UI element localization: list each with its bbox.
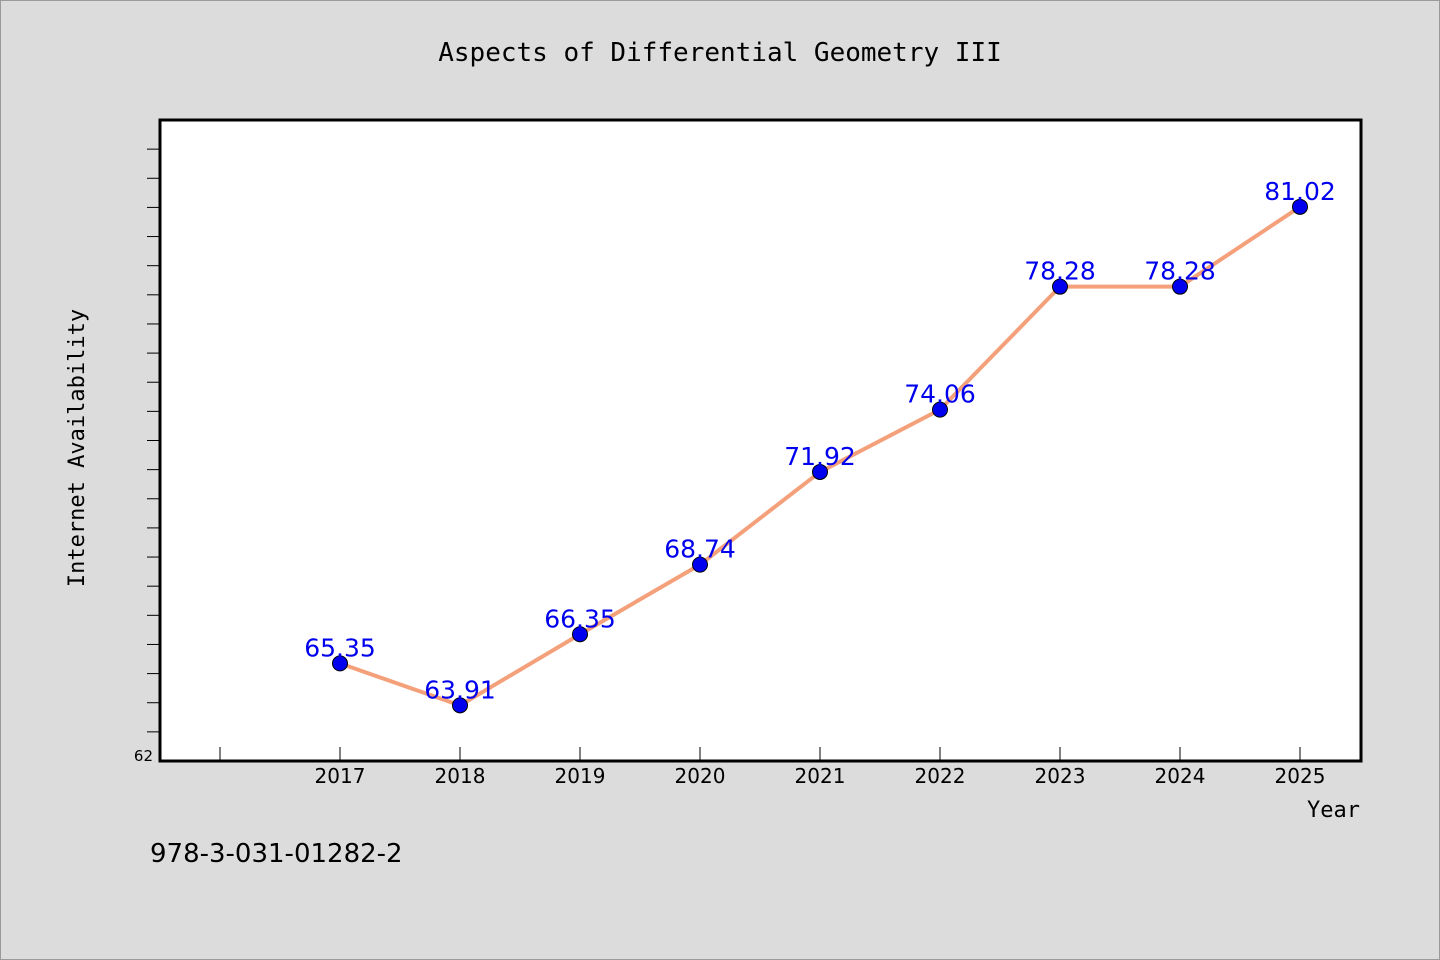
x-axis-tick-labels: 2017 2018 2019 2020 2021 2022 2023 2024 2025	[315, 764, 1326, 788]
plot-border	[158, 118, 1363, 763]
x-tick-label: 2017	[315, 764, 366, 788]
data-label: 63.91	[424, 675, 496, 704]
data-point	[572, 626, 588, 643]
data-point	[812, 463, 828, 480]
plot-area	[160, 120, 1361, 761]
data-point	[932, 401, 948, 418]
data-label: 65.35	[304, 633, 376, 662]
data-labels: 65.35 63.91 66.35 68.74 71.92 74.06 78.28 78.28…	[304, 177, 1336, 705]
data-label: 71.92	[784, 442, 856, 471]
y-axis-label: Internet Availability	[65, 309, 90, 587]
data-point	[692, 556, 708, 573]
x-tick-label: 2018	[435, 764, 486, 788]
x-tick-label: 2025	[1275, 764, 1326, 788]
isbn-label: 978-3-031-01282-2	[150, 839, 403, 869]
data-label: 78.28	[1144, 257, 1216, 286]
x-tick-label: 2019	[555, 764, 606, 788]
series-markers	[332, 198, 1308, 714]
data-point	[332, 655, 348, 672]
data-label: 78.28	[1024, 257, 1096, 286]
data-label: 74.06	[904, 380, 976, 409]
data-label: 68.74	[664, 535, 736, 564]
x-axis-label: Year	[1307, 798, 1360, 823]
data-point	[1052, 278, 1068, 295]
chart-title: Aspects of Differential Geometry III	[438, 38, 1002, 68]
x-tick-label: 2021	[795, 764, 846, 788]
y-tick-label: 62	[134, 747, 153, 765]
y-axis-ticks	[147, 148, 160, 733]
x-tick-label: 2024	[1155, 764, 1206, 788]
x-tick-label: 2022	[915, 764, 966, 788]
data-point	[1292, 198, 1308, 215]
x-axis-ticks	[219, 747, 1301, 761]
data-point	[452, 697, 468, 714]
y-axis-tick-labels: 62	[134, 747, 153, 765]
data-label: 81.02	[1264, 177, 1336, 206]
data-point	[1172, 278, 1188, 295]
x-tick-label: 2020	[675, 764, 726, 788]
x-tick-label: 2023	[1035, 764, 1086, 788]
data-label: 66.35	[544, 604, 616, 633]
